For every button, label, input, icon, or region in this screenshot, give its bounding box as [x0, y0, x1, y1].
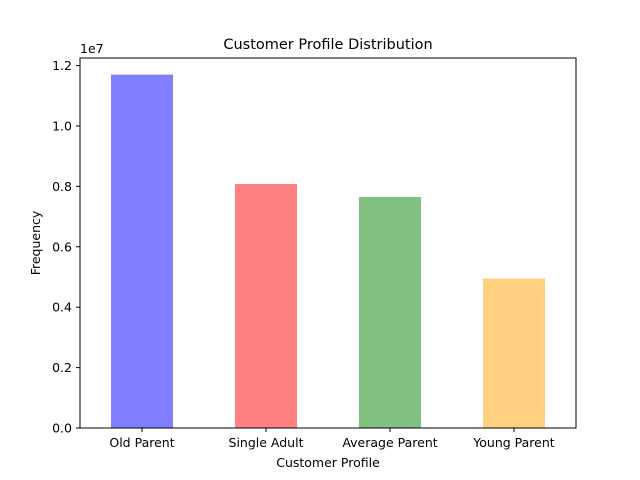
x-tick-label: Average Parent: [342, 435, 437, 450]
x-tick-label: Young Parent: [472, 435, 554, 450]
y-tick-label: 0.4: [52, 300, 72, 315]
bars-group: [111, 74, 545, 428]
bar-average-parent: [359, 196, 421, 428]
y-axis-offset-label: 1e7: [80, 41, 104, 56]
bar-old-parent: [111, 74, 173, 428]
x-tick-label: Single Adult: [229, 435, 304, 450]
y-tick-label: 1.0: [52, 118, 72, 133]
chart-title: Customer Profile Distribution: [223, 37, 432, 53]
x-axis-label: Customer Profile: [276, 455, 380, 470]
x-axis-ticks: Old Parent Single Adult Average Parent Youn…: [109, 428, 555, 450]
y-tick-label: 0.8: [52, 179, 72, 194]
y-axis-ticks: 0.0 0.2 0.4 0.6 0.8 1.0 1.2: [52, 58, 80, 436]
bar-single-adult: [235, 183, 297, 428]
bar-young-parent: [483, 278, 545, 428]
y-tick-label: 0.2: [52, 360, 72, 375]
y-tick-label: 0.6: [52, 239, 72, 254]
y-tick-label: 1.2: [52, 58, 72, 73]
y-axis-label: Frequency: [28, 210, 43, 275]
y-tick-label: 0.0: [52, 421, 72, 436]
plot-frame: [79, 57, 577, 429]
x-tick-label: Old Parent: [109, 435, 174, 450]
